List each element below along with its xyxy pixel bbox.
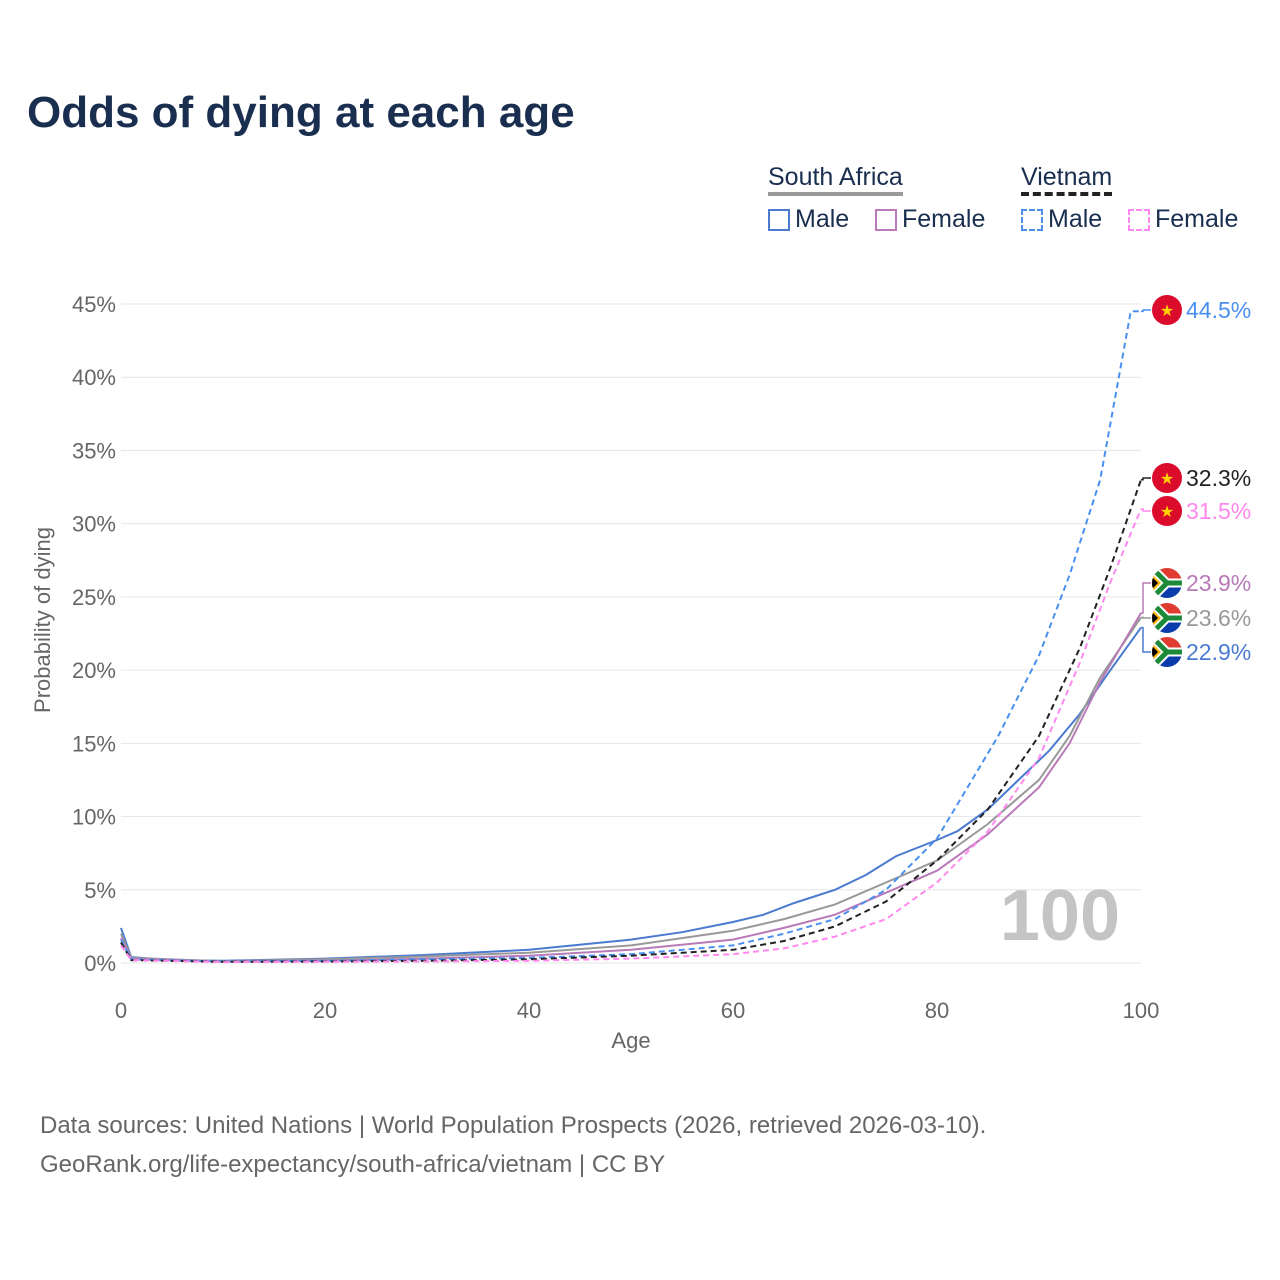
south-africa-flag-icon [1152, 603, 1182, 633]
y-tick-label: 15% [72, 731, 116, 756]
legend-group-vietnam: Vietnam [1021, 162, 1113, 196]
series-line-vietnam [120, 479, 1142, 963]
end-value-label: 32.3% [1186, 465, 1251, 491]
x-tick-label: 20 [313, 998, 337, 1023]
end-value-label: 44.5% [1186, 297, 1251, 323]
legend-sa-male[interactable]: Male [768, 205, 849, 234]
leader-line [1141, 477, 1151, 481]
x-tick-label: 60 [721, 998, 745, 1023]
x-axis-label: Age [611, 1028, 650, 1053]
end-value-label: 23.9% [1186, 570, 1251, 596]
vietnam-flag-icon [1152, 463, 1182, 493]
legend-swatch [1021, 209, 1043, 231]
y-tick-label: 10% [72, 805, 116, 830]
y-tick-label: 20% [72, 658, 116, 683]
legend-label: Female [1155, 205, 1239, 233]
leader-line [1141, 309, 1151, 313]
legend-label: Male [1048, 205, 1103, 233]
y-tick-label: 25% [72, 585, 116, 610]
end-value-label: 23.6% [1186, 605, 1251, 631]
source-link[interactable]: GeoRank.org/life-expectancy/south-africa… [40, 1151, 666, 1178]
series-line-vietnam-male [120, 310, 1141, 963]
source-line: Data sources: United Nations | World Pop… [40, 1112, 987, 1139]
flag-star-icon: ★ [1160, 469, 1174, 488]
y-tick-label: 30% [72, 512, 116, 537]
leader-line [1141, 582, 1151, 614]
y-tick-label: 40% [72, 365, 116, 390]
y-tick-label: 45% [72, 292, 116, 317]
x-tick-label: 0 [115, 998, 127, 1023]
series-line-south-africa-female [120, 612, 1142, 963]
series-line-south-africa [120, 616, 1142, 963]
chart-title: Odds of dying at each age [27, 88, 575, 137]
legend-swatch [1128, 209, 1150, 231]
legend-sa-female[interactable]: Female [875, 205, 985, 234]
y-tick-label: 5% [84, 878, 116, 903]
x-tick-label: 40 [517, 998, 541, 1023]
end-value-label: 22.9% [1186, 639, 1251, 665]
x-tick-label: 100 [1123, 998, 1160, 1023]
y-axis-label: Probability of dying [30, 527, 55, 713]
series-line-south-africa-male [120, 627, 1142, 962]
vietnam-flag-icon [1152, 295, 1182, 325]
leader-line [1141, 508, 1151, 512]
legend-label: Female [902, 205, 986, 233]
legend-swatch [768, 209, 790, 231]
legend-label: Male [795, 205, 850, 233]
south-africa-flag-icon [1152, 637, 1182, 667]
legend-vn-female[interactable]: Female [1128, 205, 1238, 234]
age-watermark: 100 [1000, 876, 1120, 956]
y-tick-label: 35% [72, 438, 116, 463]
leader-line [1141, 616, 1151, 619]
leader-line [1141, 626, 1151, 653]
x-tick-label: 80 [925, 998, 949, 1023]
legend-group-south-africa: South Africa [768, 162, 903, 196]
flag-star-icon: ★ [1160, 301, 1174, 320]
legend-swatch [875, 209, 897, 231]
source-note: Data sources: United Nations | World Pop… [40, 1106, 986, 1184]
south-africa-flag-icon [1152, 568, 1182, 598]
vietnam-flag-icon [1152, 496, 1182, 526]
y-tick-label: 0% [84, 951, 116, 976]
flag-star-icon: ★ [1160, 502, 1174, 521]
legend-vn-male[interactable]: Male [1021, 205, 1102, 234]
series-line-vietnam-female [120, 508, 1142, 964]
end-value-label: 31.5% [1186, 498, 1251, 524]
